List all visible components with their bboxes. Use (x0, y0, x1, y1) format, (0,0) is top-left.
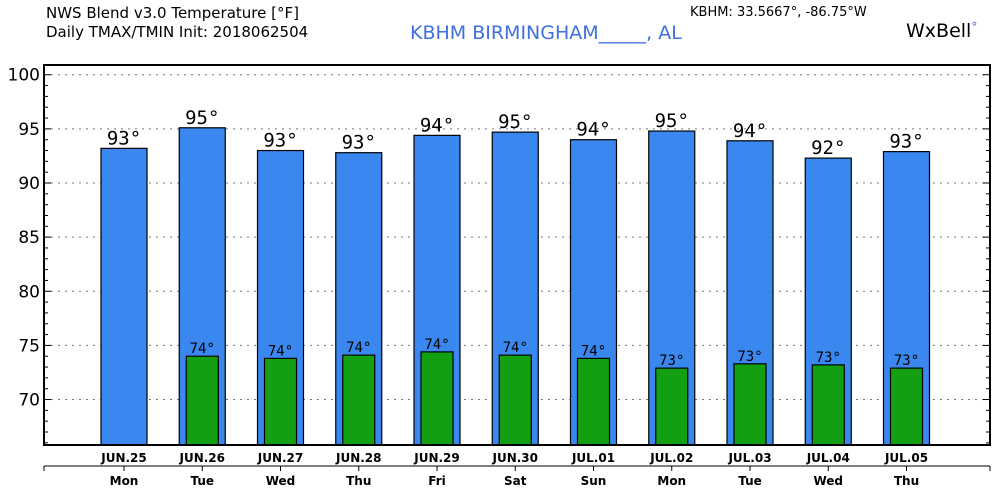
y-tick-label: 70 (18, 391, 40, 411)
station-coordinates: KBHM: 33.5667°, -86.75°W (690, 5, 867, 20)
x-weekday-label: Sat (504, 474, 527, 488)
x-weekday-label: Tue (738, 474, 762, 488)
tmin-bar (576, 357, 611, 446)
tmin-bar (655, 367, 689, 446)
plot-frame (43, 64, 991, 446)
x-weekday-label: Mon (110, 474, 139, 488)
x-date-label: JUN.25 (100, 451, 147, 465)
tmax-value-label: 94° (733, 120, 767, 142)
tmax-value-label: 93° (107, 127, 141, 149)
x-date-label: JUN.30 (491, 451, 538, 465)
tmin-value-label: 73° (659, 353, 684, 369)
brand-logo: WxBell° (906, 20, 977, 42)
tmax-value-label: 93° (889, 131, 923, 153)
x-date-label: JUL.03 (727, 451, 771, 465)
x-date-label: JUL.01 (571, 451, 615, 465)
brand-dot: ° (971, 20, 978, 34)
tmin-value-label: 74° (581, 343, 606, 359)
x-date-label: JUN.29 (413, 451, 460, 465)
y-tick-label: 80 (18, 282, 40, 302)
axes: 70 75 80 85 90 95 100 JUN.25 Mon JUN.26 Tue JUN.27 W… (8, 66, 991, 488)
tmin-bar (420, 351, 454, 446)
x-weekday-label: Thu (894, 474, 919, 488)
x-weekday-label: Sun (581, 474, 607, 488)
x-date-label: JUL.05 (884, 451, 928, 465)
x-weekday-label: Fri (428, 474, 445, 488)
x-weekday-label: Thu (346, 474, 371, 488)
x-weekday-label: Tue (190, 474, 214, 488)
x-date-label: JUL.04 (806, 451, 850, 465)
tmin-value-label: 74° (503, 340, 528, 356)
tmin-bar (185, 355, 219, 446)
value-labels: 93° 95° 74° 93° 74° 93° 74° 94° 74° 95° 74° 94° 74° 9… (107, 107, 924, 369)
station-name: KBHM BIRMINGHAM_____, AL (410, 22, 682, 44)
brand-name: WxBell (906, 20, 972, 42)
tmin-value-label: 74° (424, 337, 449, 353)
x-date-label: JUL.02 (649, 451, 693, 465)
x-weekday-label: Mon (657, 474, 686, 488)
tmax-value-label: 94° (420, 114, 454, 136)
tmin-bar (811, 364, 845, 446)
y-tick-label: 100 (8, 66, 40, 86)
tmin-value-label: 74° (190, 341, 215, 357)
tmin-bar (263, 357, 298, 446)
tmin-value-label: 73° (894, 353, 919, 369)
tmin-bar (342, 354, 376, 446)
tmin-value-label: 73° (816, 350, 841, 366)
tmax-value-label: 95° (498, 111, 532, 133)
tmin-value-label: 73° (737, 349, 762, 365)
tmin-bar (733, 363, 767, 446)
y-tick-label: 75 (18, 336, 40, 356)
chart-title: NWS Blend v3.0 Temperature [°F] (46, 4, 299, 22)
tmin-bar (889, 367, 924, 446)
y-tick-label: 95 (18, 120, 40, 140)
tmax-value-label: 95° (185, 107, 219, 129)
x-weekday-label: Wed (266, 474, 296, 488)
chart-subtitle: Daily TMAX/TMIN Init: 2018062504 (46, 23, 309, 41)
tmax-value-label: 94° (576, 119, 610, 141)
x-weekday-label: Wed (813, 474, 843, 488)
y-tick-label: 90 (18, 174, 40, 194)
tmin-value-label: 74° (346, 340, 371, 356)
x-date-label: JUN.28 (335, 451, 382, 465)
tmin-value-label: 74° (268, 343, 293, 359)
x-date-label: JUN.27 (257, 451, 304, 465)
tmin-bar (498, 354, 532, 446)
tmax-bar (100, 147, 148, 446)
bars (100, 127, 931, 446)
x-date-label: JUN.26 (178, 451, 225, 465)
tmax-value-label: 93° (263, 130, 297, 152)
y-tick-label: 85 (18, 228, 40, 248)
tmax-value-label: 93° (342, 132, 376, 154)
tmax-value-label: 95° (655, 110, 689, 132)
tmax-value-label: 92° (811, 137, 845, 159)
